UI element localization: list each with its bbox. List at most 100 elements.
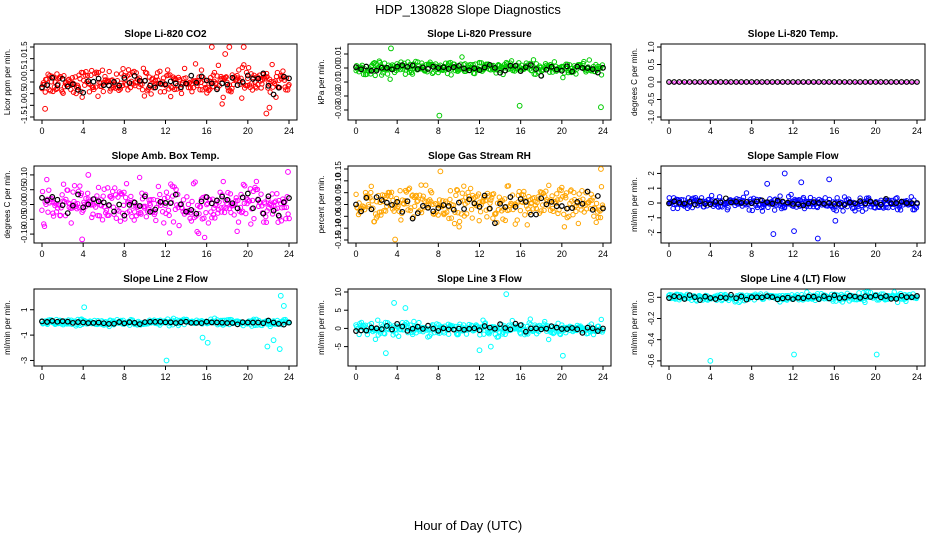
series-point xyxy=(771,207,778,213)
series-point xyxy=(863,206,869,212)
series-point: × xyxy=(861,80,865,87)
mean-point xyxy=(456,62,462,69)
mean-point xyxy=(548,323,555,330)
series-point: × xyxy=(682,80,686,87)
mean-point xyxy=(574,199,581,205)
series-point xyxy=(557,66,564,73)
series-point xyxy=(79,94,85,100)
series-point xyxy=(234,228,240,235)
mean-point xyxy=(697,297,703,304)
series-point xyxy=(358,319,365,326)
mean-point xyxy=(774,296,781,303)
mean-point xyxy=(208,80,215,87)
series-point xyxy=(84,72,91,79)
series-point xyxy=(205,220,212,226)
y-tick-label: 0.01 xyxy=(334,46,343,62)
series-point xyxy=(403,319,409,326)
mean-point xyxy=(389,326,395,333)
x-tick-label: 4 xyxy=(81,372,86,382)
series-point xyxy=(163,189,170,195)
mean-point xyxy=(538,326,545,333)
series-point xyxy=(746,207,752,213)
series-point xyxy=(181,65,188,72)
data-points xyxy=(666,289,920,364)
series-point xyxy=(218,209,225,215)
series-point xyxy=(490,191,497,197)
series-point xyxy=(169,193,176,199)
series-point xyxy=(285,211,291,217)
series-point xyxy=(569,198,575,204)
series-point xyxy=(502,196,508,202)
mean-point xyxy=(193,79,200,86)
series-point xyxy=(44,176,50,183)
series-point xyxy=(378,212,384,218)
series-point: × xyxy=(750,80,754,87)
y-tick-label: 0.0 xyxy=(20,76,29,88)
series-point xyxy=(103,207,110,213)
series-point: × xyxy=(796,80,800,87)
series-point xyxy=(461,183,467,189)
series-point: × xyxy=(848,80,852,87)
mean-point xyxy=(671,198,678,205)
series-point xyxy=(44,76,50,82)
y-axis-label: Licor ppm per min. xyxy=(3,49,12,115)
mean-point xyxy=(702,293,709,300)
series-point xyxy=(478,60,485,66)
mean-point xyxy=(594,328,601,334)
mean-point xyxy=(466,196,473,203)
series-point xyxy=(169,85,175,91)
series-point xyxy=(493,210,499,216)
y-tick-label: -0.10 xyxy=(334,218,343,237)
mean-point xyxy=(517,322,524,328)
outlier-point xyxy=(781,170,788,177)
series-point xyxy=(453,192,459,199)
mean-point xyxy=(378,197,385,203)
outlier-point xyxy=(873,351,880,358)
mean-point xyxy=(681,200,688,207)
mean-point xyxy=(214,197,220,204)
series-point xyxy=(597,214,604,221)
series-point: × xyxy=(827,80,831,87)
mean-point xyxy=(111,320,117,327)
series-point xyxy=(157,68,163,75)
series-point xyxy=(539,202,546,208)
mean-point xyxy=(255,196,262,203)
series-point xyxy=(186,80,192,86)
mean-point xyxy=(69,319,76,326)
outlier-point xyxy=(199,334,206,341)
series-point xyxy=(197,87,203,93)
x-tick-label: 8 xyxy=(122,126,127,136)
x-tick-label: 0 xyxy=(353,249,358,259)
series-point xyxy=(362,189,369,196)
series-point xyxy=(360,71,367,78)
series-point xyxy=(90,211,96,217)
mean-point xyxy=(466,67,473,74)
series-point xyxy=(82,72,88,78)
mean-point xyxy=(914,293,920,299)
x-tick-label: 16 xyxy=(202,126,212,136)
outlier-point xyxy=(81,304,88,311)
panel-title: Slope Li-820 Temp. xyxy=(748,29,839,40)
series-point xyxy=(384,203,390,209)
mean-point xyxy=(862,200,869,207)
series-point xyxy=(447,196,453,203)
series-point: × xyxy=(853,80,857,87)
x-tick-label: 16 xyxy=(202,372,212,382)
mean-point xyxy=(676,294,683,300)
series-point xyxy=(41,223,48,230)
x-tick-label: 20 xyxy=(557,249,567,259)
series-point: × xyxy=(761,80,765,87)
mean-point xyxy=(779,198,786,205)
series-point xyxy=(390,332,396,338)
series-point xyxy=(749,207,756,214)
mean-point xyxy=(229,200,236,207)
mean-point xyxy=(265,317,272,324)
mean-point xyxy=(584,188,591,195)
series-point xyxy=(743,190,750,196)
y-axis-label: percent per min. xyxy=(317,176,326,234)
outlier-point xyxy=(503,291,510,298)
mean-point xyxy=(486,205,493,212)
mean-point xyxy=(394,63,401,70)
y-tick-label: -1.5 xyxy=(20,110,29,124)
